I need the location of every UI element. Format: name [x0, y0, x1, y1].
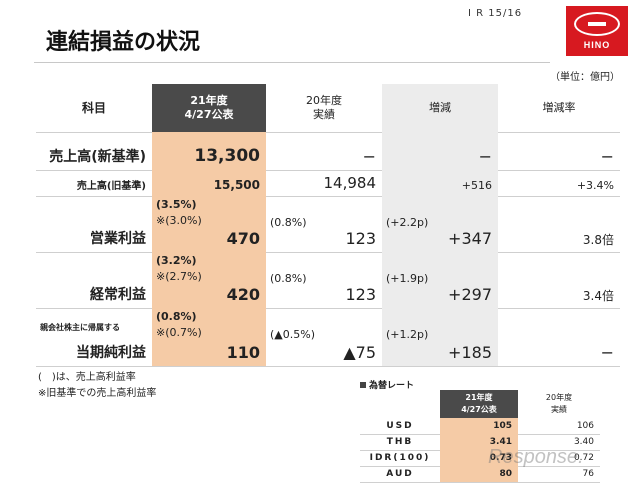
fy21-rate: 105 [440, 418, 518, 434]
margin-note: (3.5%) [156, 198, 197, 211]
margin-change-note: (+2.2p) [386, 216, 429, 229]
row-label: 当期純利益 [76, 345, 146, 361]
row-label: 経常利益 [90, 287, 146, 303]
fy20-value: 123 [345, 229, 376, 248]
currency: IDR(100) [369, 453, 431, 463]
table-header-row: 科目 21年度 4/27公表 20年度 実績 増減 増減率 [36, 84, 620, 133]
header-change: 増減 [382, 84, 498, 132]
footnotes: ( )は、売上高利益率 ※旧基準での売上高利益率 [38, 370, 156, 402]
margin-change-note: (+1.9p) [386, 272, 429, 285]
fy20-value: − [362, 147, 376, 166]
currency: THB [386, 437, 414, 447]
fy20-rate: 0.72 [573, 453, 594, 463]
fy20-value: ▲75 [343, 343, 376, 362]
hino-logo: HINO [566, 6, 628, 56]
fx-header-row: 21年度 4/27公表 20年度 実績 [360, 390, 600, 418]
change-value: +347 [448, 229, 492, 248]
header-fy21-forecast: 21年度 4/27公表 [152, 84, 266, 132]
fy21-value: 13,300 [194, 146, 260, 166]
change-value: − [478, 147, 492, 166]
logo-text: HINO [583, 40, 611, 50]
row-label: 売上高(旧基準) [76, 181, 146, 192]
header-fy20-actual: 20年度 実績 [306, 94, 342, 121]
fy21-rate: 3.41 [440, 434, 518, 450]
margin-note: (0.8%) [270, 216, 307, 229]
margin-change-note: (+1.2p) [386, 328, 429, 341]
footnote: ※旧基準での売上高利益率 [38, 388, 157, 399]
fx-title: 為替レート [360, 378, 414, 391]
fx-header-fy21: 21年度 4/27公表 [440, 390, 518, 418]
change-value: +297 [448, 285, 492, 304]
page-title: 連結損益の状況 [46, 30, 201, 55]
change-value: +516 [461, 179, 492, 192]
margin-note-old: ※(2.7%) [156, 270, 202, 283]
fy20-value: 14,984 [323, 174, 377, 192]
fy20-rate: 106 [576, 421, 594, 431]
row-label-prefix: 親会社株主に帰属する [40, 323, 120, 332]
change-rate-value: 3.8倍 [582, 233, 614, 247]
margin-note-old: ※(3.0%) [156, 214, 202, 227]
row-label: 売上高(新基準) [49, 149, 146, 165]
table-row: 親会社株主に帰属する 当期純利益 (0.8%) ※(0.7%) 110 (▲0.… [36, 308, 620, 367]
fy21-rate: 80 [440, 466, 518, 482]
fy21-value: 15,500 [213, 178, 260, 192]
fx-header-fy20: 20年度 実績 [545, 393, 573, 414]
change-rate-value: +3.4% [576, 179, 614, 192]
square-bullet-icon [360, 382, 366, 388]
margin-note: (0.8%) [270, 272, 307, 285]
table-row: 経常利益 (3.2%) ※(2.7%) 420 (0.8%) 123 (+1.9… [36, 252, 620, 309]
fx-row: USD 105 106 [360, 418, 600, 435]
currency: USD [386, 421, 414, 431]
table-row: 売上高(新基準) 13,300 − − − [36, 132, 620, 171]
change-rate-value: 3.4倍 [582, 289, 614, 303]
table-row: 営業利益 (3.5%) ※(3.0%) 470 (0.8%) 123 (+2.2… [36, 196, 620, 253]
footnote: ( )は、売上高利益率 [38, 372, 136, 383]
header-item: 科目 [81, 101, 106, 115]
fy21-value: 420 [226, 285, 260, 304]
row-label: 営業利益 [90, 231, 146, 247]
fy21-value: 110 [226, 343, 260, 362]
fy20-rate: 3.40 [573, 437, 594, 447]
table-row: 売上高(旧基準) 15,500 14,984 +516 +3.4% [36, 170, 620, 197]
margin-note-old: ※(0.7%) [156, 326, 202, 339]
change-rate-value: − [600, 343, 614, 362]
change-value: +185 [448, 343, 492, 362]
title-divider [34, 62, 550, 63]
margin-note: (▲0.5%) [270, 328, 315, 341]
page-number: I R 15/16 [468, 8, 523, 19]
margin-note: (0.8%) [156, 310, 197, 323]
fy20-value: 123 [345, 285, 376, 304]
fy21-value: 470 [226, 229, 260, 248]
fy20-rate: 76 [582, 469, 594, 479]
margin-note: (3.2%) [156, 254, 197, 267]
fy21-rate: 0.73 [440, 450, 518, 466]
hino-emblem-icon [574, 12, 620, 36]
change-rate-value: − [600, 147, 614, 166]
unit-label: （単位：億円） [550, 72, 620, 83]
currency: AUD [386, 469, 414, 479]
header-change-rate: 増減率 [542, 101, 576, 114]
watermark: Response. [488, 446, 584, 468]
